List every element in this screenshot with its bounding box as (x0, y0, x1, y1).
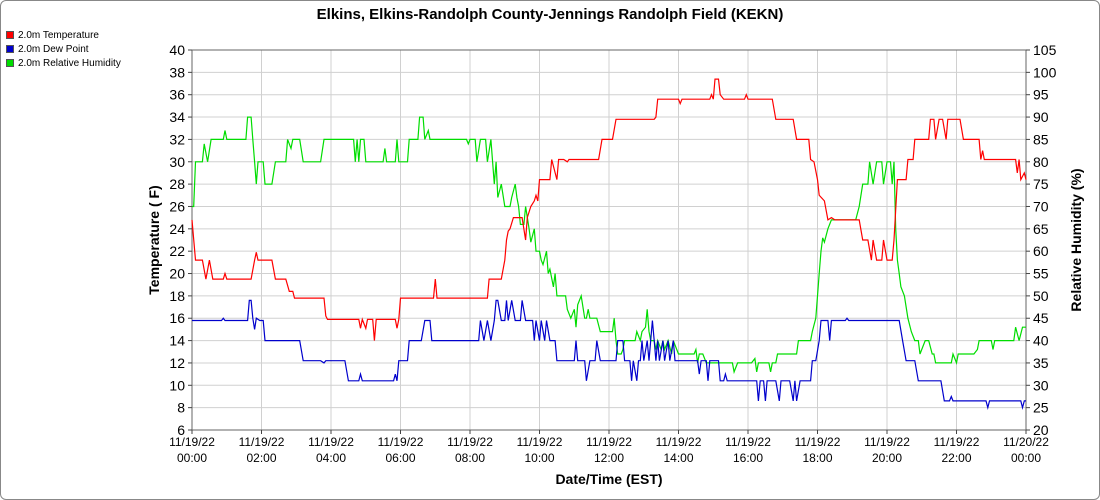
legend-label: 2.0m Temperature (18, 29, 99, 41)
y-left-tick-label: 38 (169, 64, 185, 80)
y-left-tick-label: 28 (169, 176, 185, 192)
y-right-tick-label: 50 (1033, 288, 1049, 304)
x-tick-label-date: 11/19/22 (795, 435, 841, 449)
y-right-tick-label: 95 (1033, 87, 1049, 103)
legend: 2.0m Temperature 2.0m Dew Point 2.0m Relat… (6, 28, 121, 70)
legend-swatch (6, 45, 14, 53)
x-tick-label-date: 11/19/22 (586, 435, 632, 449)
y-right-tick-label: 35 (1033, 355, 1049, 371)
legend-swatch (6, 31, 14, 39)
x-tick-label-time: 18:00 (802, 451, 832, 465)
y-right-tick-label: 45 (1033, 310, 1049, 326)
y-right-tick-label: 25 (1033, 400, 1049, 416)
y-left-tick-label: 10 (169, 377, 185, 393)
y-right-tick-label: 20 (1033, 422, 1049, 438)
y-left-tick-label: 30 (169, 154, 185, 170)
x-tick-label-time: 06:00 (385, 451, 415, 465)
y-left-tick-label: 14 (169, 333, 185, 349)
y-left-tick-label: 32 (169, 131, 185, 147)
x-tick-label-date: 11/20/22 (1003, 435, 1049, 449)
x-tick-label-date: 11/19/22 (517, 435, 563, 449)
x-tick-label-time: 02:00 (246, 451, 276, 465)
legend-item: 2.0m Relative Humidity (6, 56, 121, 70)
x-tick-label-time: 20:00 (872, 451, 902, 465)
y-left-tick-label: 12 (169, 355, 185, 371)
x-tick-label-date: 11/19/22 (447, 435, 493, 449)
y-left-tick-label: 34 (169, 109, 185, 125)
x-tick-label-date: 11/19/22 (725, 435, 771, 449)
y-right-tick-label: 80 (1033, 154, 1049, 170)
legend-swatch (6, 59, 14, 67)
y-right-tick-label: 90 (1033, 109, 1049, 125)
legend-label: 2.0m Relative Humidity (18, 57, 121, 69)
x-axis-label: Date/Time (EST) (555, 471, 662, 487)
y-right-tick-label: 65 (1033, 221, 1049, 237)
y-axis-right-label: Relative Humidity (%) (1068, 168, 1084, 311)
y-left-tick-label: 8 (177, 400, 185, 416)
y-left-tick-label: 20 (169, 266, 185, 282)
y-left-tick-label: 16 (169, 310, 185, 326)
y-right-tick-label: 60 (1033, 243, 1049, 259)
y-right-tick-label: 75 (1033, 176, 1049, 192)
y-left-tick-label: 40 (169, 42, 185, 58)
x-tick-label-time: 08:00 (455, 451, 485, 465)
x-tick-label-date: 11/19/22 (239, 435, 285, 449)
y-left-tick-label: 22 (169, 243, 185, 259)
x-tick-label-time: 16:00 (733, 451, 763, 465)
x-tick-label-date: 11/19/22 (934, 435, 980, 449)
series-line-2-0m-relative-humidity (192, 116, 1026, 375)
y-right-tick-label: 30 (1033, 377, 1049, 393)
x-tick-label-date: 11/19/22 (864, 435, 910, 449)
y-left-tick-label: 18 (169, 288, 185, 304)
y-left-tick-label: 36 (169, 87, 185, 103)
legend-item: 2.0m Temperature (6, 28, 121, 42)
legend-label: 2.0m Dew Point (18, 43, 89, 55)
x-tick-label-time: 00:00 (1011, 451, 1041, 465)
y-left-tick-label: 26 (169, 198, 185, 214)
y-left-tick-label: 6 (177, 422, 185, 438)
x-tick-label-time: 04:00 (316, 451, 346, 465)
y-right-tick-label: 85 (1033, 131, 1049, 147)
y-right-tick-label: 105 (1033, 42, 1057, 58)
x-tick-label-date: 11/19/22 (378, 435, 424, 449)
x-tick-label-date: 11/19/22 (308, 435, 354, 449)
x-tick-label-time: 22:00 (941, 451, 971, 465)
series-line-2-0m-temperature (191, 78, 1027, 341)
y-right-tick-label: 70 (1033, 198, 1049, 214)
legend-item: 2.0m Dew Point (6, 42, 121, 56)
series-line-2-0m-dew-point (192, 299, 1026, 410)
x-tick-label-time: 12:00 (594, 451, 624, 465)
y-right-tick-label: 40 (1033, 333, 1049, 349)
x-tick-label-date: 11/19/22 (169, 435, 215, 449)
x-tick-label-date: 11/19/22 (656, 435, 702, 449)
y-right-tick-label: 100 (1033, 64, 1057, 80)
chart-title: Elkins, Elkins-Randolph County-Jennings … (317, 6, 784, 23)
y-left-tick-label: 24 (169, 221, 185, 237)
x-tick-label-time: 10:00 (524, 451, 554, 465)
x-tick-label-time: 00:00 (177, 451, 207, 465)
y-right-tick-label: 55 (1033, 266, 1049, 282)
x-tick-label-time: 14:00 (663, 451, 693, 465)
y-axis-left-label: Temperature ( F) (146, 185, 162, 294)
